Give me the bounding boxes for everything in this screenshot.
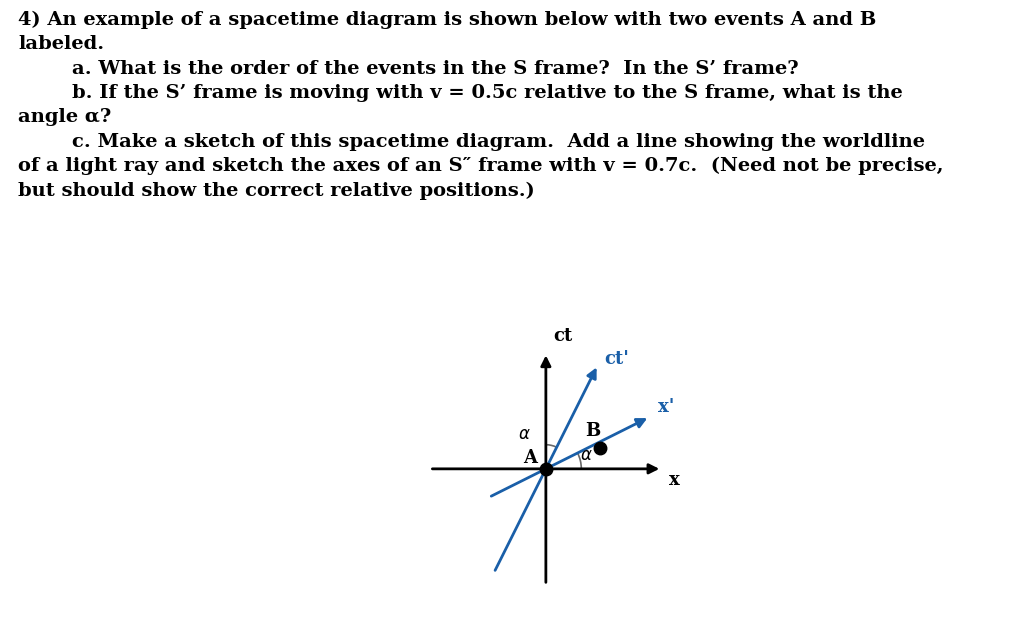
Text: x': x' <box>657 398 674 416</box>
Text: $\alpha$: $\alpha$ <box>580 447 593 464</box>
Text: ct': ct' <box>604 350 629 368</box>
Text: 4) An example of a spacetime diagram is shown below with two events A and B
labe: 4) An example of a spacetime diagram is … <box>18 11 944 200</box>
Text: B: B <box>586 422 601 441</box>
Text: $\alpha$: $\alpha$ <box>517 426 530 443</box>
Text: x: x <box>670 471 680 489</box>
Text: ct: ct <box>553 328 572 346</box>
Text: A: A <box>523 449 538 467</box>
